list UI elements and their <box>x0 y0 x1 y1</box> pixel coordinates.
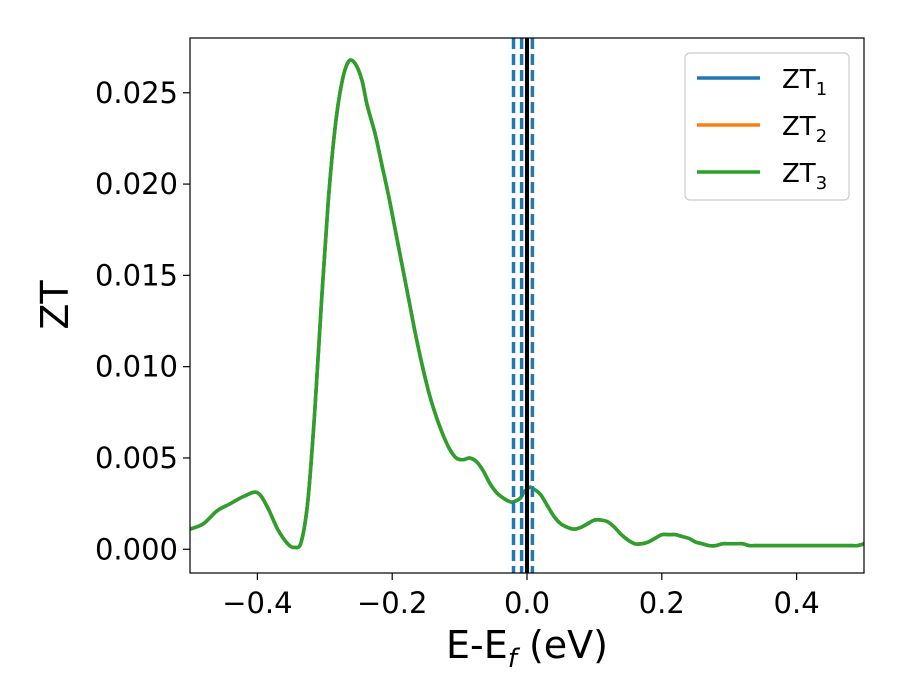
y-tick-label: 0.015 <box>95 258 178 292</box>
x-tick-label: −0.4 <box>222 586 292 620</box>
legend-label-zt2: ZT2 <box>782 112 827 147</box>
y-axis-label: ZT <box>33 280 77 330</box>
reference-lines <box>511 38 535 573</box>
y-tick-label: 0.020 <box>95 167 178 201</box>
x-tick-label: −0.2 <box>357 586 427 620</box>
y-tick-label: 0.000 <box>95 532 178 566</box>
x-tick-label: 0.4 <box>774 586 820 620</box>
y-tick-label: 0.025 <box>95 76 178 110</box>
legend-label-zt1: ZT1 <box>782 65 827 100</box>
series-line-zt3 <box>190 58 864 550</box>
x-axis-label: E-Ef (eV) <box>446 623 608 674</box>
y-tick-label: 0.005 <box>95 441 178 475</box>
y-axis-ticks: 0.000 0.005 0.010 0.015 0.020 0.025 <box>95 76 190 566</box>
x-axis-ticks: −0.4 −0.2 0.0 0.2 0.4 <box>222 573 820 620</box>
x-tick-label: 0.0 <box>504 586 550 620</box>
series-layer <box>190 58 864 550</box>
x-tick-label: 0.2 <box>639 586 685 620</box>
legend: ZT1 ZT2 ZT3 <box>684 52 850 201</box>
legend-label-zt3: ZT3 <box>782 159 827 194</box>
y-tick-label: 0.010 <box>95 350 178 384</box>
legend-box <box>684 52 850 201</box>
